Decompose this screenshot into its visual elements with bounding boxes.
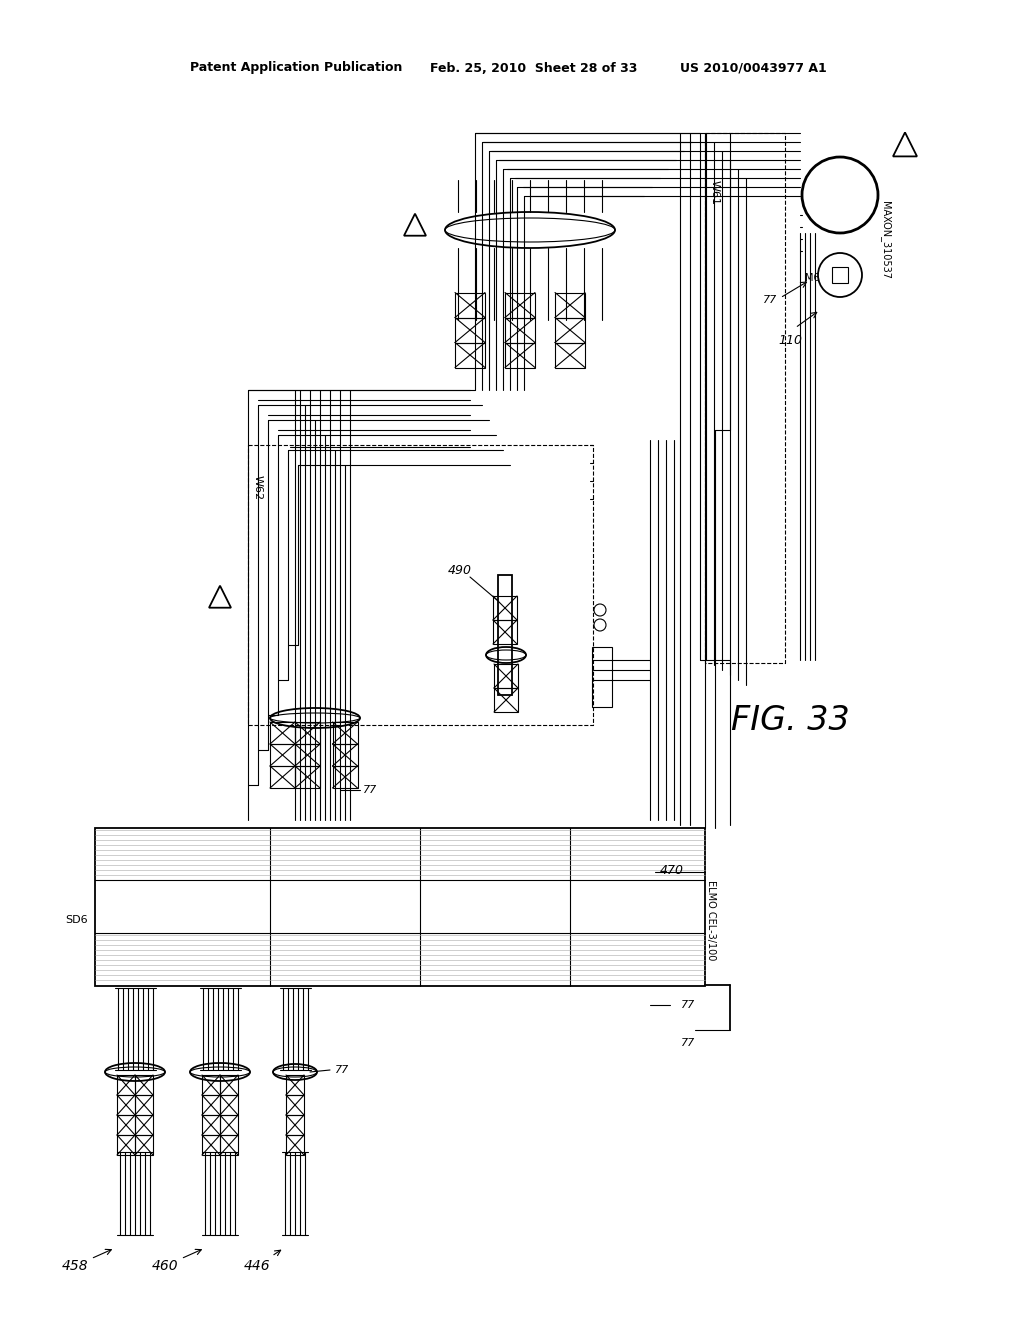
Text: SD6: SD6	[66, 915, 88, 925]
Text: 77: 77	[681, 1038, 695, 1048]
Bar	[202, 1115, 220, 1135]
Bar	[135, 1115, 153, 1135]
Bar	[493, 597, 517, 620]
Text: 458: 458	[61, 1249, 112, 1272]
Bar	[498, 576, 512, 696]
Bar	[295, 744, 319, 766]
Bar	[333, 744, 357, 766]
Bar	[220, 1135, 238, 1155]
Circle shape	[802, 157, 878, 234]
Bar	[705, 133, 785, 663]
Text: 490: 490	[449, 564, 472, 577]
Bar	[220, 1115, 238, 1135]
Bar	[135, 1096, 153, 1115]
Text: 110: 110	[778, 334, 802, 346]
Bar	[555, 342, 585, 367]
Bar	[286, 1115, 304, 1135]
Text: US 2010/0043977 A1: US 2010/0043977 A1	[680, 62, 826, 74]
Text: 77: 77	[763, 294, 777, 305]
Bar	[286, 1096, 304, 1115]
Bar	[592, 647, 612, 708]
Bar	[455, 293, 485, 318]
Bar	[286, 1135, 304, 1155]
Bar	[493, 620, 517, 644]
Bar	[505, 293, 535, 318]
Text: 77: 77	[362, 785, 377, 795]
Bar	[333, 722, 357, 744]
Text: 470: 470	[660, 863, 684, 876]
Bar	[333, 766, 357, 788]
Text: 446: 446	[244, 1250, 281, 1272]
Bar	[286, 1074, 304, 1096]
Circle shape	[818, 253, 862, 297]
Text: MAXON_310537: MAXON_310537	[880, 201, 891, 279]
Bar	[455, 342, 485, 367]
Text: ELMO CEL-3/100: ELMO CEL-3/100	[706, 880, 716, 960]
Bar	[505, 318, 535, 342]
Bar	[494, 664, 518, 688]
Text: W61: W61	[710, 181, 720, 206]
Bar	[270, 722, 295, 744]
Bar	[494, 688, 518, 711]
Bar	[270, 766, 295, 788]
Bar	[505, 342, 535, 367]
Bar	[555, 293, 585, 318]
Bar	[831, 267, 848, 282]
Bar	[135, 1074, 153, 1096]
Text: W62: W62	[253, 475, 263, 500]
Circle shape	[594, 605, 606, 616]
Text: 460: 460	[152, 1249, 202, 1272]
Bar	[220, 1074, 238, 1096]
Bar	[117, 1115, 135, 1135]
Bar	[455, 318, 485, 342]
Bar	[202, 1135, 220, 1155]
Bar	[117, 1074, 135, 1096]
Bar	[202, 1074, 220, 1096]
Text: Feb. 25, 2010  Sheet 28 of 33: Feb. 25, 2010 Sheet 28 of 33	[430, 62, 637, 74]
Text: 77: 77	[335, 1065, 349, 1074]
Bar	[270, 744, 295, 766]
Bar	[295, 722, 319, 744]
Circle shape	[594, 619, 606, 631]
Bar	[220, 1096, 238, 1115]
Text: M6: M6	[805, 273, 820, 282]
Bar	[295, 766, 319, 788]
Text: 77: 77	[681, 1001, 695, 1010]
Bar	[202, 1096, 220, 1115]
Text: Patent Application Publication: Patent Application Publication	[190, 62, 402, 74]
Bar	[95, 828, 705, 986]
Text: FIG. 33: FIG. 33	[731, 704, 849, 737]
Bar	[117, 1135, 135, 1155]
Bar	[555, 318, 585, 342]
Bar	[117, 1096, 135, 1115]
Bar	[248, 445, 593, 725]
Bar	[135, 1135, 153, 1155]
